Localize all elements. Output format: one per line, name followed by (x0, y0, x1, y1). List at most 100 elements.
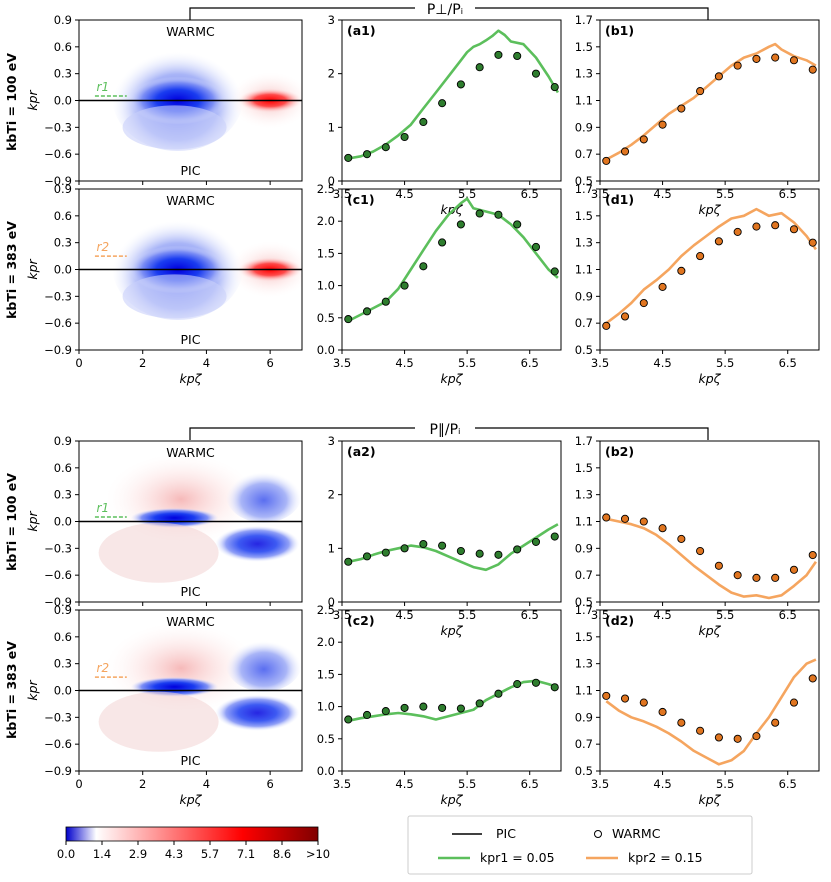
y-tick-label: 0.5 (317, 311, 335, 325)
x-tick-label: 4 (203, 356, 210, 370)
warmc-label: WARMC (166, 614, 215, 629)
heatmap-panel-2: r2 WARMC PIC 0.9 0.6 0.3 0.0 −0.3 −0.6 −0.9 kpr 0 2 4… (25, 182, 303, 386)
pic-series-line (606, 517, 817, 600)
x-tick-label: 6.5 (779, 187, 797, 201)
x-tick-label: 5.5 (716, 356, 734, 370)
y-tick-label: 0.3 (54, 488, 72, 502)
y-tick-label: −0.9 (44, 174, 72, 188)
x-axis-label: kpζ (180, 792, 203, 807)
warmc-point (419, 539, 428, 549)
warmc-point (344, 315, 353, 324)
warmc-point (696, 546, 705, 556)
pic-pink-noise (98, 691, 219, 752)
pic-noise (122, 105, 227, 150)
x-tick-label: 6.5 (521, 187, 539, 201)
y-tick-label: 3 (328, 434, 335, 448)
y-tick-label: −0.6 (44, 147, 72, 161)
warmc-point (714, 237, 723, 246)
warmc-point (475, 699, 484, 708)
warmc-point (658, 707, 667, 717)
warmc-point (789, 225, 799, 234)
y-tick-label: 1.3 (575, 67, 593, 81)
warmc-point (513, 220, 522, 229)
y-tick-label: 1.5 (575, 209, 593, 223)
pic-series-line (605, 207, 817, 325)
warmc-point (752, 732, 761, 741)
x-tick-label: 6.5 (521, 356, 539, 370)
warmc-point (714, 561, 723, 570)
y-tick-label: 0.9 (575, 289, 593, 303)
warmc-point (602, 513, 611, 522)
y-tick-label: −0.6 (44, 568, 72, 582)
x-axis-label: kpζ (441, 371, 464, 386)
plot-area (344, 197, 559, 324)
plot-area (602, 42, 817, 165)
heatmap-field (98, 454, 302, 583)
y-tick-label: 0.9 (575, 541, 593, 555)
y-tick-label: 1.5 (317, 246, 335, 260)
y-tick-label: −0.9 (44, 764, 72, 778)
y-tick-label: 1 (328, 120, 335, 134)
legend-warmc-marker (594, 830, 602, 838)
heatmap-field (111, 210, 302, 321)
x-axis-label: kpζ (441, 623, 464, 638)
chart-d2: (d2) 0.5 0.7 0.9 1.1 1.3 1.5 1.7 3.5 4.5 5.5 6.5 kpζ (575, 603, 820, 807)
warmc-point (531, 242, 541, 252)
warmc-point (620, 312, 630, 321)
warmc-point (789, 698, 799, 707)
warmc-point (475, 209, 484, 218)
warmc-point (639, 298, 648, 308)
x-tick-label: 4.5 (653, 608, 671, 622)
y-tick-label: 0.9 (54, 13, 72, 27)
pic-noise (122, 274, 227, 319)
warmc-point (658, 524, 667, 533)
warmc-point (696, 87, 705, 96)
warmc-point (494, 50, 503, 59)
warmc-point (620, 147, 630, 156)
warmc-point (513, 680, 522, 689)
warmc-point (550, 267, 559, 276)
y-tick-label: 1.5 (575, 461, 593, 475)
legend-r2-label: kpr2 = 0.15 (628, 850, 703, 865)
y-tick-label: 2.0 (317, 635, 335, 649)
pic-label: PIC (181, 332, 201, 347)
y-tick-label: −0.9 (44, 595, 72, 609)
core-blue-lobe (130, 676, 219, 697)
y-tick-label: −0.3 (44, 710, 72, 724)
warmc-point (381, 297, 390, 306)
y-tick-label: 0.7 (575, 737, 593, 751)
chart-title: (a1) (347, 23, 376, 38)
row-label-4: kbTi = 383 eV (4, 641, 19, 739)
chart-c1: (c1) 0.0 0.5 1.0 1.5 2.0 2.5 3.5 4.5 5.5 6.5 kpζ (317, 182, 562, 386)
x-tick-label: 2 (139, 777, 146, 791)
pic-series-line (605, 658, 817, 766)
x-tick-label: 5.5 (458, 356, 476, 370)
x-tick-label: 5.5 (716, 608, 734, 622)
colorbar-tick-label: >10 (306, 847, 330, 861)
y-tick-label: 0.9 (575, 120, 593, 134)
x-tick-label: 4.5 (395, 608, 413, 622)
header-top-label: P⊥/Pᵢ (427, 2, 463, 18)
y-tick-label: 1.7 (575, 434, 593, 448)
legend-r1-label: kpr1 = 0.05 (480, 850, 555, 865)
warmc-point (362, 307, 372, 316)
chart-title: (c2) (347, 613, 375, 628)
y-axis-label: kpr (25, 679, 40, 700)
warmc-point (733, 61, 742, 70)
r-marker-label: r2 (97, 240, 110, 254)
legend-warmc-label: WARMC (612, 826, 661, 841)
x-tick-label: 0 (75, 356, 82, 370)
y-tick-label: 0.0 (317, 764, 335, 778)
y-axis-label: kpr (25, 258, 40, 279)
pic-label: PIC (181, 753, 201, 768)
warmc-point (531, 69, 541, 78)
warmc-point (789, 565, 799, 574)
y-tick-label: 1.3 (575, 657, 593, 671)
y-tick-label: 1.5 (575, 630, 593, 644)
header-bottom: P∥/Pᵢ (189, 419, 709, 440)
warmc-point (438, 541, 447, 550)
x-tick-label: 4.5 (653, 356, 671, 370)
warmc-point (494, 550, 503, 559)
x-tick-label: 6.5 (779, 777, 797, 791)
y-tick-label: 0.6 (54, 40, 72, 54)
